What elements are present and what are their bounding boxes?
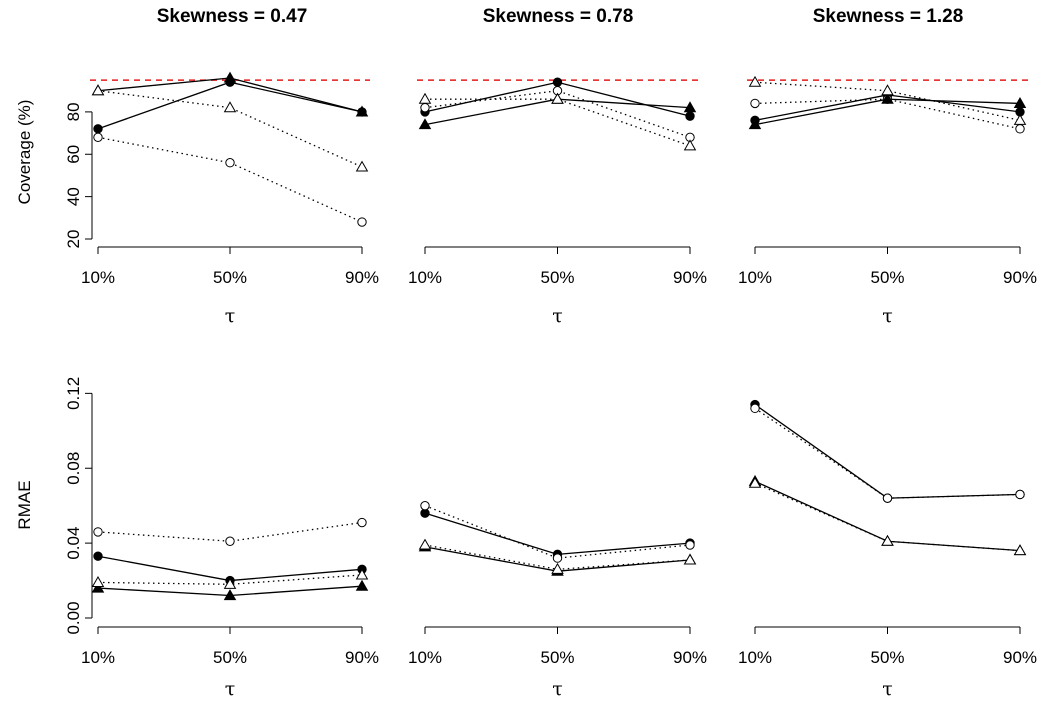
data-point-s1 bbox=[685, 111, 695, 121]
data-point-s4 bbox=[91, 84, 105, 96]
data-point-s4 bbox=[418, 92, 432, 104]
x-tick-label: 90% bbox=[1003, 268, 1037, 287]
data-point-s4 bbox=[683, 553, 697, 565]
data-point-s2 bbox=[93, 527, 103, 537]
series-line-s2 bbox=[97, 136, 363, 223]
data-point-s1 bbox=[93, 124, 103, 134]
x-tick-label: 90% bbox=[345, 268, 379, 287]
data-point-s2 bbox=[750, 98, 760, 109]
data-point-s4 bbox=[551, 562, 564, 574]
data-point-s4 bbox=[1013, 113, 1027, 125]
data-point-s2 bbox=[882, 493, 893, 503]
data-point-s4 bbox=[1013, 544, 1027, 556]
column-title-3: Skewness = 1.28 bbox=[813, 6, 964, 27]
data-point-s3 bbox=[91, 581, 105, 593]
x-tick-label: 10% bbox=[408, 268, 442, 287]
data-point-s2 bbox=[1015, 124, 1025, 134]
x-tick-label: 50% bbox=[870, 648, 904, 667]
data-point-s2 bbox=[93, 132, 103, 143]
data-point-s2 bbox=[420, 102, 430, 113]
data-point-s3 bbox=[683, 101, 697, 113]
y-tick-label: 80 bbox=[64, 102, 83, 121]
x-tick-label: 50% bbox=[870, 268, 904, 287]
data-point-s3 bbox=[1013, 97, 1027, 108]
data-point-s2 bbox=[750, 403, 760, 414]
data-point-s4 bbox=[91, 576, 105, 587]
x-axis-label: τ bbox=[882, 678, 893, 700]
data-point-s2 bbox=[1015, 489, 1025, 500]
x-tick-label: 10% bbox=[408, 648, 442, 667]
x-tick-label: 10% bbox=[81, 648, 115, 667]
x-axis-label: τ bbox=[552, 305, 563, 327]
y-tick-label: 0.04 bbox=[64, 527, 83, 560]
data-point-s3 bbox=[418, 118, 432, 130]
data-point-s4 bbox=[355, 160, 369, 172]
data-point-s2 bbox=[357, 517, 367, 528]
x-tick-label: 90% bbox=[345, 648, 379, 667]
data-point-s3 bbox=[355, 105, 369, 117]
series-line-s1 bbox=[424, 512, 691, 556]
data-point-s4 bbox=[418, 538, 432, 550]
y-tick-label: 40 bbox=[64, 187, 83, 206]
data-point-s3 bbox=[223, 71, 237, 83]
x-tick-label: 90% bbox=[673, 648, 707, 667]
series-line-s2 bbox=[424, 505, 691, 559]
y-axis-label-coverage: Coverage (%) bbox=[15, 100, 34, 205]
y-tick-label: 20 bbox=[64, 230, 83, 249]
y-tick-label: 0.12 bbox=[64, 377, 83, 410]
x-axis-label: τ bbox=[225, 678, 236, 700]
data-point-s4 bbox=[223, 577, 237, 589]
x-tick-label: 10% bbox=[738, 268, 772, 287]
series-line-s2 bbox=[97, 521, 363, 542]
x-tick-label: 10% bbox=[81, 268, 115, 287]
x-tick-label: 50% bbox=[540, 268, 574, 287]
x-axis-label: τ bbox=[552, 678, 563, 700]
x-axis-label: τ bbox=[225, 305, 236, 327]
data-point-s3 bbox=[355, 579, 369, 591]
data-point-s4 bbox=[748, 476, 762, 488]
x-tick-label: 50% bbox=[213, 268, 247, 287]
x-tick-label: 90% bbox=[1003, 648, 1037, 667]
data-point-s4 bbox=[683, 139, 697, 151]
x-tick-label: 50% bbox=[213, 648, 247, 667]
x-axis-label: τ bbox=[882, 305, 893, 327]
column-title-2: Skewness = 0.78 bbox=[483, 6, 634, 27]
data-point-s2 bbox=[225, 158, 235, 168]
data-point-s2 bbox=[420, 500, 430, 511]
data-point-s4 bbox=[881, 84, 894, 96]
data-point-s2 bbox=[357, 217, 367, 227]
series-line-s1 bbox=[754, 404, 1021, 499]
data-point-s4 bbox=[881, 534, 894, 546]
series-line-s4 bbox=[97, 574, 363, 585]
data-point-s1 bbox=[93, 551, 103, 561]
data-point-s4 bbox=[355, 568, 369, 580]
y-tick-label: 0.00 bbox=[64, 601, 83, 634]
data-point-s2 bbox=[225, 536, 235, 546]
y-tick-label: 0.08 bbox=[64, 452, 83, 485]
y-tick-label: 60 bbox=[64, 145, 83, 164]
data-point-s1 bbox=[552, 77, 563, 87]
series-line-s4 bbox=[425, 98, 691, 147]
data-point-s3 bbox=[881, 92, 894, 104]
x-tick-label: 50% bbox=[540, 648, 574, 667]
x-tick-label: 90% bbox=[673, 268, 707, 287]
data-point-s4 bbox=[551, 92, 564, 104]
column-title-1: Skewness = 0.47 bbox=[157, 6, 308, 27]
data-point-s4 bbox=[748, 75, 762, 87]
data-point-s3 bbox=[748, 118, 762, 130]
data-point-s2 bbox=[552, 553, 563, 563]
x-tick-label: 10% bbox=[738, 648, 772, 667]
series-line-s2 bbox=[754, 407, 1021, 499]
data-point-s3 bbox=[223, 589, 237, 601]
data-point-s4 bbox=[223, 101, 237, 113]
plot-area: 20 40 60 80 10% 50% 90% τ 10% 50% 90% τ 10% 50% 90% τ 0.… bbox=[64, 71, 1037, 700]
y-axis-label-rmae: RMAE bbox=[15, 480, 34, 529]
data-point-s2 bbox=[685, 540, 695, 550]
